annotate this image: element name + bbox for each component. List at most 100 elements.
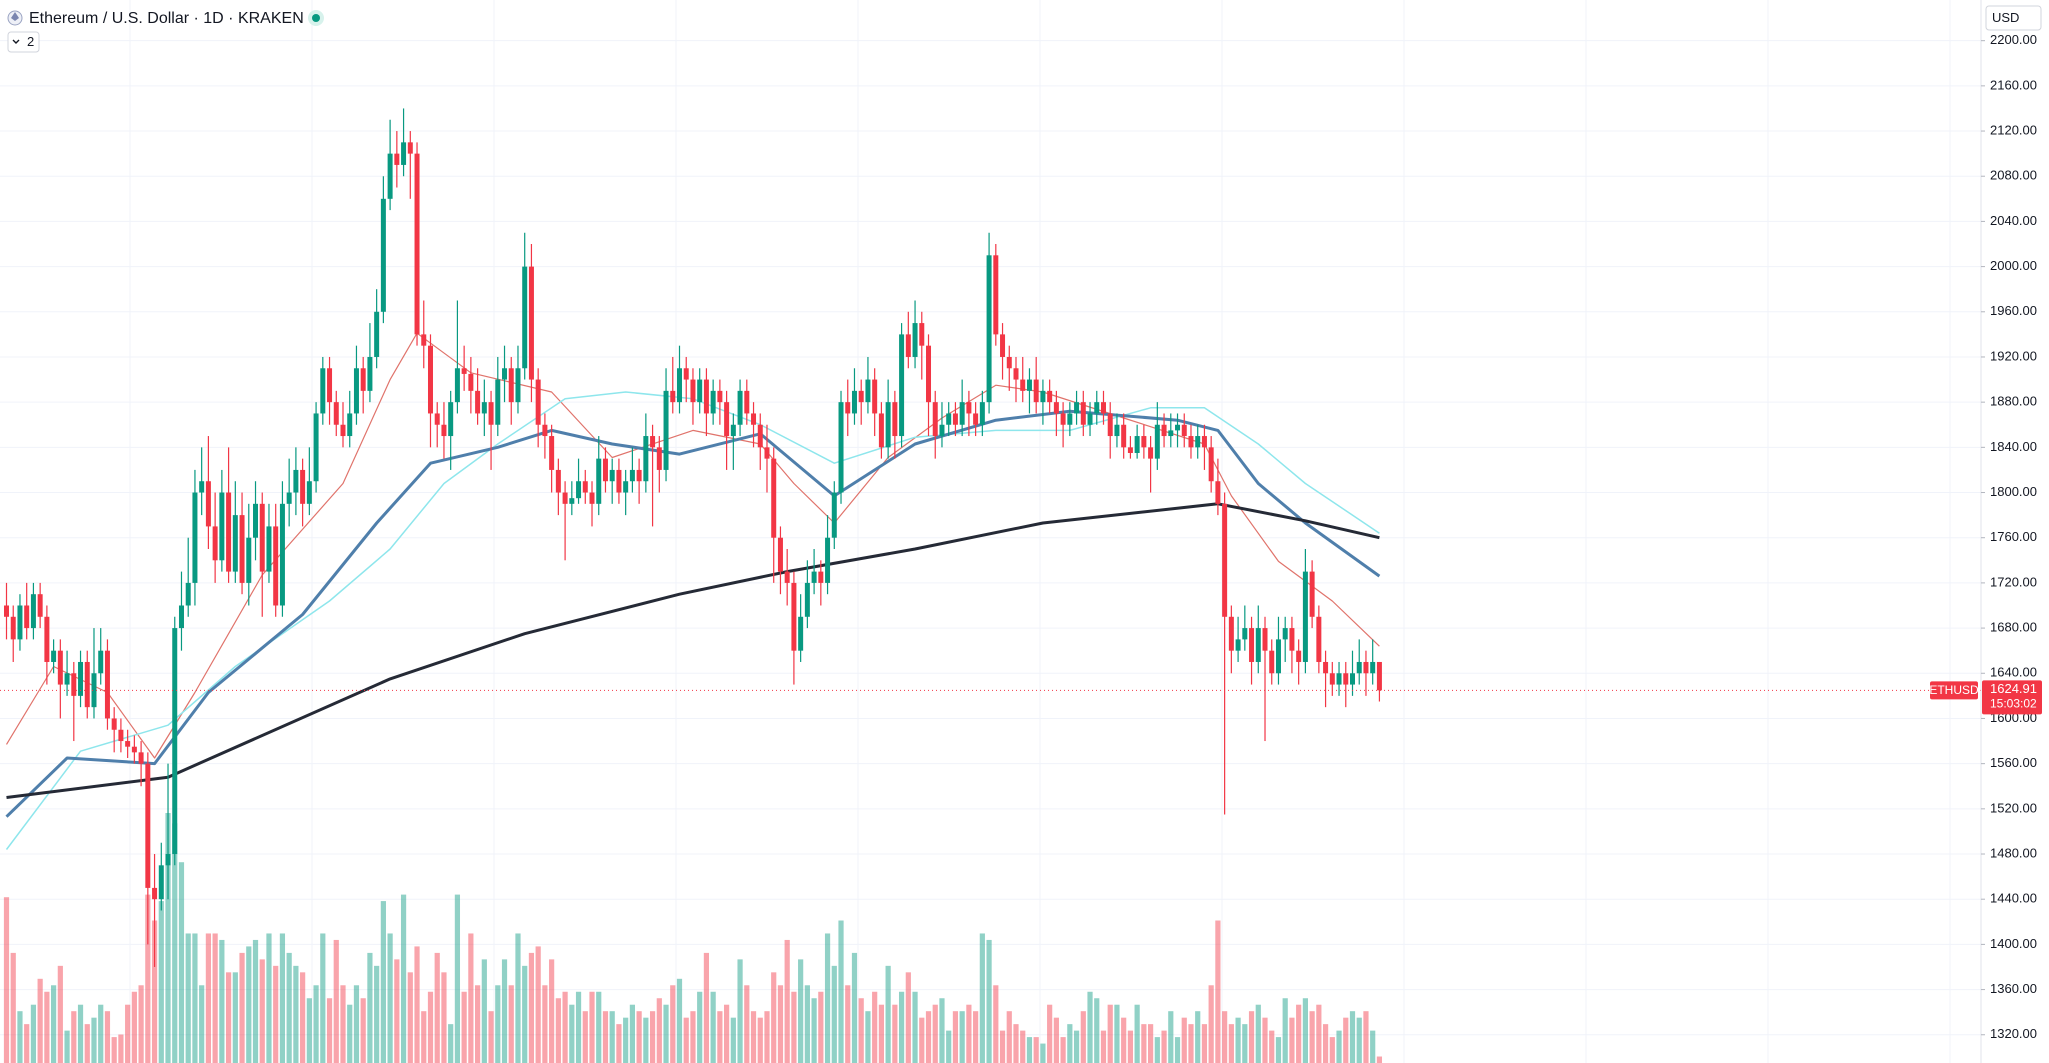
candle-body <box>71 673 77 696</box>
volume-bar <box>919 1017 925 1063</box>
candle-body <box>609 469 615 482</box>
volume-bar <box>824 933 831 1063</box>
candle-body <box>629 469 635 482</box>
candle-body <box>1053 402 1059 414</box>
volume-bar <box>764 1011 770 1063</box>
candle-body <box>219 492 225 561</box>
candle-body <box>327 368 333 403</box>
volume-bar <box>1275 1037 1282 1063</box>
volume-bar <box>1296 1004 1302 1063</box>
volume-bar <box>400 894 407 1063</box>
volume-bar <box>125 1004 131 1063</box>
candle-body <box>192 492 198 583</box>
candle-body <box>1100 402 1106 414</box>
candle-body <box>825 537 831 583</box>
candle-body <box>1222 503 1228 617</box>
candle-body <box>1154 424 1160 459</box>
volume-bar <box>1168 1011 1174 1063</box>
candle-body <box>892 402 898 437</box>
candle-body <box>259 503 265 572</box>
candle-body <box>367 356 373 391</box>
volume-bar <box>1134 1004 1140 1063</box>
symbol-label-bg <box>1930 681 1978 700</box>
candle-body <box>481 402 487 414</box>
candle-body <box>454 368 460 403</box>
volume-bar <box>333 939 339 1063</box>
candle-body <box>757 424 763 448</box>
chart-title: Ethereum / U.S. Dollar · 1D · KRAKEN <box>29 10 304 27</box>
candle-body <box>959 402 965 425</box>
volume-bar <box>279 933 286 1063</box>
volume-bar <box>979 933 985 1063</box>
candle-body <box>663 390 669 470</box>
volume-bar <box>394 959 400 1063</box>
candle-body <box>1168 430 1174 437</box>
candle-body <box>838 402 844 493</box>
candle-body <box>1181 424 1187 437</box>
candle-body <box>340 424 346 437</box>
volume-bar <box>1242 1024 1248 1063</box>
candle-body <box>239 515 245 583</box>
volume-bar <box>1020 1030 1026 1063</box>
indicator-toggle[interactable] <box>7 31 40 53</box>
eth-glyph <box>11 12 19 21</box>
volume-bar <box>57 965 63 1063</box>
candle-body <box>407 142 413 154</box>
volume-bar <box>616 1024 622 1063</box>
candle-body <box>380 198 386 312</box>
candle-body <box>118 729 124 742</box>
volume-bar <box>1040 1043 1046 1063</box>
status-dot <box>312 14 320 22</box>
volume-bar <box>1174 1037 1181 1063</box>
volume-bar <box>454 894 461 1063</box>
candle-body <box>542 424 548 437</box>
volume-bar <box>784 939 790 1063</box>
volume-bar <box>946 1030 952 1063</box>
candle-body <box>744 390 750 414</box>
volume-bar <box>528 952 535 1063</box>
candle-body <box>1316 616 1322 662</box>
candle-body <box>131 746 137 753</box>
volume-bar <box>273 965 279 1063</box>
volume-bar <box>838 920 844 1063</box>
candle-body <box>300 469 306 504</box>
candle-body <box>1201 436 1207 448</box>
candle-body <box>535 379 541 425</box>
volume-bar <box>77 1004 84 1063</box>
volume-bar <box>878 1004 884 1063</box>
volume-bar <box>367 952 373 1063</box>
candle-body <box>333 402 339 425</box>
currency-button[interactable] <box>1985 5 2042 31</box>
candle-body <box>979 402 985 425</box>
candle-body <box>1350 673 1355 685</box>
volume-bar <box>347 1004 353 1063</box>
candle-body <box>710 390 716 414</box>
candle-body <box>1249 628 1255 662</box>
volume-bar <box>1114 1004 1120 1063</box>
volume-bar <box>811 998 817 1063</box>
candle-body <box>199 481 205 493</box>
candle-body <box>279 503 285 606</box>
volume-bar <box>966 1004 972 1063</box>
volume-bar <box>555 998 561 1063</box>
volume-bar <box>199 985 205 1063</box>
volume-bar <box>683 1017 689 1063</box>
volume-bar <box>609 1011 615 1063</box>
candle-body <box>266 526 272 572</box>
candle-body <box>831 492 837 538</box>
volume-bar <box>192 933 198 1063</box>
candle-body <box>394 153 400 165</box>
volume-bar <box>663 1004 669 1063</box>
candle-body <box>555 469 561 493</box>
candle-body <box>771 458 777 538</box>
volume-bar <box>138 985 144 1063</box>
candle-body <box>784 571 790 583</box>
candle-body <box>804 582 810 617</box>
volume-bar <box>791 991 797 1063</box>
y-tick-label: 2080.00 <box>1990 168 2037 183</box>
candle-body <box>246 537 252 583</box>
candle-body <box>643 436 649 482</box>
y-tick-label: 1560.00 <box>1990 755 2037 770</box>
volume-bar <box>656 998 662 1063</box>
